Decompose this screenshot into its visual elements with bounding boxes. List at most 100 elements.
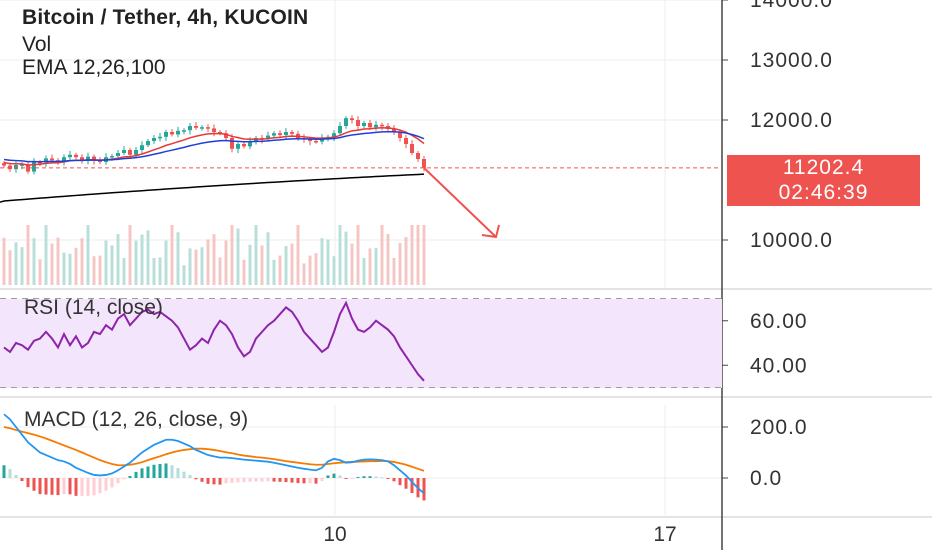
candle-body <box>410 144 414 153</box>
rsi-line <box>3 300 425 382</box>
volume-bar <box>356 225 360 285</box>
volume-label: Vol <box>22 33 52 56</box>
volume-bar <box>92 256 96 285</box>
macd-histogram-bar <box>392 478 396 482</box>
macd-histogram-bar <box>194 478 198 480</box>
volume-bar <box>410 225 414 285</box>
volume-bar <box>188 248 192 285</box>
volume-bar <box>224 240 228 285</box>
candle-body <box>380 124 384 127</box>
volume-bar <box>122 258 126 285</box>
macd-line <box>3 413 425 494</box>
candle-body <box>236 144 240 149</box>
macd-histogram-bar <box>74 478 78 496</box>
candle-body <box>308 139 312 141</box>
macd-histogram-bar <box>62 478 66 495</box>
macd-histogram-bar <box>302 478 306 484</box>
macd-histogram-bar <box>278 478 282 482</box>
price-tick-label: 13000.0 <box>750 49 833 72</box>
volume-bar <box>20 247 24 285</box>
macd-histogram-bar <box>20 478 24 482</box>
price-tick-label: 12000.0 <box>750 109 833 132</box>
candle-body <box>332 133 336 137</box>
volume-bar <box>242 259 246 285</box>
macd-histogram-bar <box>260 478 264 482</box>
volume-bar <box>296 225 300 285</box>
ema-26-line <box>3 130 425 163</box>
candle-body <box>164 132 168 137</box>
macd-histogram-bar <box>230 478 234 483</box>
price-tick-label: 14000.0 <box>750 0 833 12</box>
ema-lines <box>0 127 425 203</box>
time-tick-label: 17 <box>653 523 676 546</box>
candle-body <box>338 126 342 134</box>
volume-bar <box>116 234 120 285</box>
volume-bar <box>332 256 336 285</box>
macd-histogram-bar <box>212 478 216 485</box>
macd-histogram-bar <box>206 478 210 484</box>
macd-histogram-bar <box>410 478 414 494</box>
rsi-label: RSI (14, close) <box>24 296 163 319</box>
volume-bar <box>8 250 12 285</box>
candle-body <box>122 150 126 153</box>
candle-body <box>182 130 186 132</box>
volume-bar <box>32 238 36 285</box>
countdown-tag: 02:46:39 <box>727 180 920 206</box>
candle-body <box>278 133 282 135</box>
volume-bar <box>362 258 366 285</box>
macd-histogram-bar <box>122 478 126 480</box>
macd-histogram-bar <box>38 478 42 495</box>
price-tick-label: 10000.0 <box>750 229 833 252</box>
rsi-tick-label: 60.00 <box>750 310 808 333</box>
macd-histogram-bar <box>188 474 192 478</box>
candle-body <box>170 132 174 135</box>
volume-bar <box>236 228 240 285</box>
candle-body <box>80 157 84 161</box>
volume-bar <box>398 243 402 285</box>
candle-body <box>20 164 24 166</box>
macd-histogram-bar <box>404 478 408 489</box>
volume-bar <box>308 255 312 285</box>
candle-body <box>350 118 354 120</box>
volume-bar <box>182 265 186 285</box>
volume-bar <box>134 240 138 285</box>
macd-histogram-bar <box>284 478 288 483</box>
volume-bar <box>260 245 264 285</box>
macd-histogram-bar <box>32 478 36 491</box>
candle-body <box>140 145 144 150</box>
candle-body <box>230 138 234 149</box>
macd-histogram-bar <box>272 478 276 482</box>
candle-body <box>422 159 426 168</box>
macd-histogram-bar <box>380 477 384 479</box>
candle-body <box>62 157 66 162</box>
volume-bar <box>44 225 48 285</box>
macd-label: MACD (12, 26, close, 9) <box>24 408 249 431</box>
macd-histogram-bar <box>218 478 222 485</box>
candle-body <box>14 165 18 170</box>
macd-histogram-bar <box>386 478 390 479</box>
volume-bar <box>284 246 288 285</box>
volume-bar <box>146 230 150 285</box>
macd-histogram-bar <box>314 478 318 484</box>
volume-bar <box>314 253 318 285</box>
candle-body <box>152 138 156 141</box>
candle-body <box>416 153 420 159</box>
last-price-tag: 11202.4 <box>727 155 920 181</box>
candle-body <box>50 158 54 161</box>
macd-histogram-bar <box>332 473 336 478</box>
volume-bar <box>140 234 144 285</box>
candle-body <box>272 133 276 136</box>
volume-bar <box>14 242 18 285</box>
macd-histogram-bar <box>56 478 60 496</box>
macd-histogram-bar <box>44 478 48 495</box>
macd-histogram-bar <box>368 476 372 478</box>
volume-bar <box>164 240 168 285</box>
volume-bar <box>212 234 216 285</box>
macd-histogram-bar <box>362 476 366 478</box>
volume-bar <box>338 225 342 285</box>
macd-histogram-bar <box>86 478 90 496</box>
volume-bar <box>320 238 324 285</box>
macd-histogram-bar <box>296 478 300 484</box>
